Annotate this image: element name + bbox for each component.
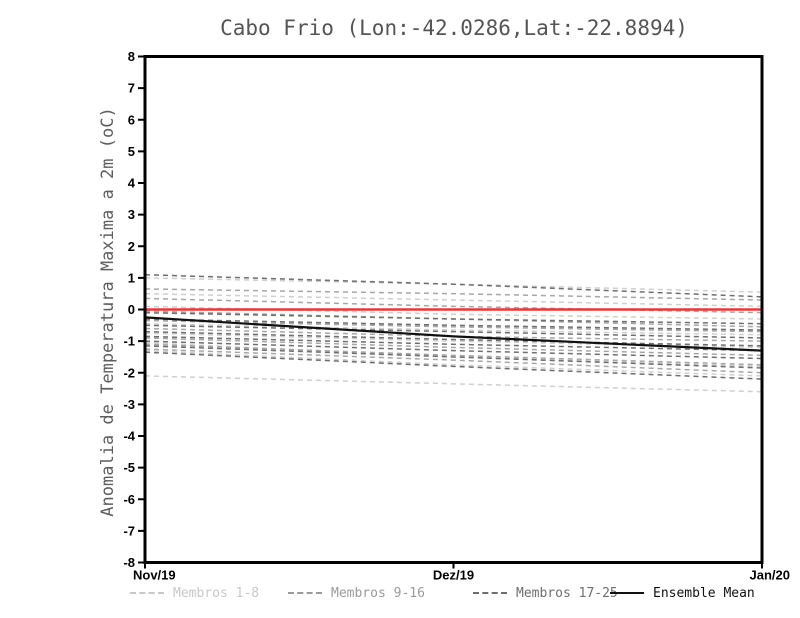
legend-solid-line-sample xyxy=(610,592,644,594)
legend-label: Membros 17-25 xyxy=(516,585,618,601)
member-line xyxy=(144,318,763,331)
member-line xyxy=(144,322,763,336)
member-line xyxy=(144,292,763,308)
legend-dashed-line-sample xyxy=(288,592,322,594)
member-line xyxy=(144,351,763,380)
member-line xyxy=(144,330,763,347)
legend-item: Membros 17-25 xyxy=(473,584,618,602)
y-tick-label: -6 xyxy=(123,492,135,507)
y-tick-label: -2 xyxy=(123,365,135,380)
legend-item: Membros 9-16 xyxy=(288,584,425,602)
y-tick-label: 2 xyxy=(128,239,135,254)
ensemble-mean-line xyxy=(144,316,763,352)
y-tick-label: 4 xyxy=(128,176,136,191)
y-tick-label: 8 xyxy=(128,49,135,64)
member-line xyxy=(144,273,763,298)
y-tick-label: -5 xyxy=(123,460,135,475)
x-tick-label: Jan/20 xyxy=(750,568,790,583)
y-tick-label: 0 xyxy=(128,302,135,317)
legend-label: Membros 1-8 xyxy=(173,585,260,601)
legend-item: Membros 1-8 xyxy=(130,584,259,602)
member-line xyxy=(144,375,763,393)
legend-item: Ensemble Mean xyxy=(610,584,755,602)
member-line xyxy=(144,335,763,352)
member-line xyxy=(144,288,763,301)
legend-label: Membros 9-16 xyxy=(331,585,425,601)
y-tick-label: 5 xyxy=(128,144,135,159)
legend-dashed-line-sample xyxy=(473,592,507,594)
x-tick-label: Nov/19 xyxy=(133,568,176,583)
y-tick-label: -8 xyxy=(123,555,135,570)
member-line xyxy=(144,349,763,377)
member-line xyxy=(144,324,763,339)
member-line xyxy=(144,337,763,357)
member-line xyxy=(144,311,763,325)
member-line xyxy=(144,343,763,366)
x-tick-label: Dez/19 xyxy=(433,568,474,583)
y-tick-label: -4 xyxy=(123,429,135,444)
member-line xyxy=(144,348,763,374)
chart-title: Cabo Frio (Lon:-42.0286,Lat:-22.8894) xyxy=(220,16,688,40)
y-tick-label: 6 xyxy=(128,112,135,127)
y-tick-label: -3 xyxy=(123,397,135,412)
y-tick-label: 7 xyxy=(128,81,135,96)
legend-label: Ensemble Mean xyxy=(653,585,755,601)
legend: Membros 1-8 Membros 9-16 Membros 17-25 Ense… xyxy=(0,584,800,608)
y-tick-label: -7 xyxy=(123,523,135,538)
member-line xyxy=(144,345,763,369)
y-tick-label: 1 xyxy=(128,270,135,285)
member-line xyxy=(144,340,763,360)
y-tick-label: 3 xyxy=(128,207,135,222)
legend-dashed-line-sample xyxy=(130,592,164,594)
y-tick-label: -1 xyxy=(123,334,135,349)
